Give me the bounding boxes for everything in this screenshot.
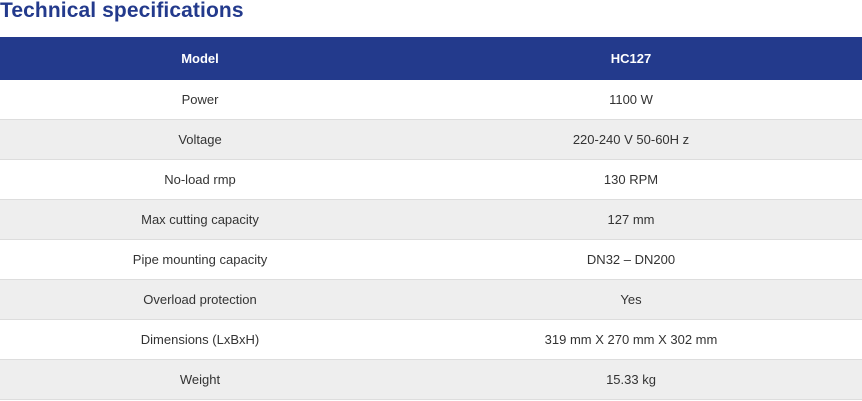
spec-value: 130 RPM <box>400 159 862 200</box>
spec-label: Max cutting capacity <box>0 199 400 240</box>
header-value-cell: HC127 <box>400 37 862 80</box>
spec-label: Power <box>0 80 400 120</box>
table-header-row: Model HC127 <box>0 37 862 80</box>
spec-label: Overload protection <box>0 279 400 320</box>
page-title: Technical specifications <box>0 0 244 22</box>
header-label-cell: Model <box>0 37 400 80</box>
table-row: Power 1100 W <box>0 80 862 120</box>
spec-table: Model HC127 Power 1100 W Voltage 220-240… <box>0 37 862 400</box>
spec-value: 1100 W <box>400 80 862 120</box>
spec-label: Dimensions (LxBxH) <box>0 319 400 360</box>
spec-value: DN32 – DN200 <box>400 239 862 280</box>
table-row: Weight 15.33 kg <box>0 359 862 400</box>
table-row: Voltage 220-240 V 50-60H z <box>0 119 862 160</box>
spec-label: Voltage <box>0 119 400 160</box>
table-row: Max cutting capacity 127 mm <box>0 199 862 240</box>
table-row: Overload protection Yes <box>0 279 862 320</box>
table-row: Pipe mounting capacity DN32 – DN200 <box>0 239 862 280</box>
spec-label: Weight <box>0 359 400 400</box>
table-row: No-load rmp 130 RPM <box>0 159 862 200</box>
spec-label: Pipe mounting capacity <box>0 239 400 280</box>
spec-value: 319 mm X 270 mm X 302 mm <box>400 319 862 360</box>
spec-value: 15.33 kg <box>400 359 862 400</box>
spec-label: No-load rmp <box>0 159 400 200</box>
spec-value: Yes <box>400 279 862 320</box>
spec-value: 127 mm <box>400 199 862 240</box>
table-row: Dimensions (LxBxH) 319 mm X 270 mm X 302… <box>0 319 862 360</box>
spec-value: 220-240 V 50-60H z <box>400 119 862 160</box>
